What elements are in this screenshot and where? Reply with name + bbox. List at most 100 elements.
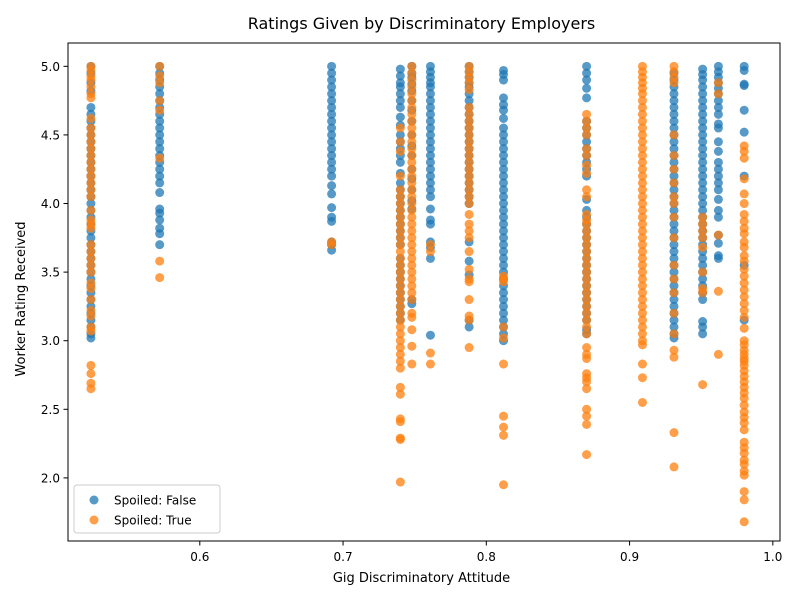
data-point-spoiled-true [407, 102, 417, 112]
data-point-spoiled-true [582, 295, 592, 305]
y-axis-label: Worker Rating Received [14, 221, 29, 376]
data-point-spoiled-true [464, 137, 474, 147]
x-tick-label: 0.7 [334, 550, 353, 564]
data-point-spoiled-false [739, 81, 749, 91]
data-point-spoiled-true [86, 205, 96, 215]
data-point-spoiled-true [407, 253, 417, 263]
data-point-spoiled-false [669, 219, 679, 229]
data-point-spoiled-true [637, 308, 647, 318]
data-point-spoiled-true [637, 233, 647, 243]
data-point-spoiled-true [739, 323, 749, 333]
data-point-spoiled-true [739, 418, 749, 428]
data-point-spoiled-true [698, 212, 708, 222]
data-point-spoiled-true [464, 192, 474, 202]
data-point-spoiled-true [582, 168, 592, 178]
data-point-spoiled-false [499, 315, 509, 325]
data-point-spoiled-false [425, 330, 435, 340]
data-point-spoiled-true [86, 369, 96, 379]
data-point-spoiled-false [499, 144, 509, 154]
data-point-spoiled-true [395, 434, 405, 444]
data-point-spoiled-true [637, 89, 647, 99]
data-point-spoiled-true [407, 68, 417, 78]
data-point-spoiled-true [582, 109, 592, 119]
data-point-spoiled-false [327, 151, 337, 160]
data-point-spoiled-false [582, 61, 592, 71]
data-point-spoiled-false [698, 205, 708, 215]
data-point-spoiled-true [582, 160, 592, 170]
data-point-spoiled-true [464, 185, 474, 195]
data-point-spoiled-false [698, 322, 708, 332]
legend-label: Spoiled: False [114, 494, 196, 508]
data-point-spoiled-false [669, 144, 679, 154]
data-point-spoiled-true [637, 199, 647, 209]
data-point-spoiled-true [582, 233, 592, 243]
data-point-spoiled-true [739, 242, 749, 252]
data-point-spoiled-false [669, 137, 679, 147]
data-point-spoiled-true [407, 312, 417, 322]
data-point-spoiled-true [637, 130, 647, 140]
data-point-spoiled-false [499, 308, 509, 318]
data-point-spoiled-false [713, 212, 723, 222]
data-point-spoiled-true [637, 157, 647, 167]
data-point-spoiled-false [395, 89, 405, 99]
data-point-spoiled-false [425, 82, 435, 92]
data-point-spoiled-false [499, 199, 509, 209]
data-point-spoiled-false [713, 238, 723, 248]
data-point-spoiled-false [499, 185, 509, 195]
data-point-spoiled-false [499, 260, 509, 270]
data-point-spoiled-false [395, 71, 405, 81]
data-point-spoiled-true [86, 113, 96, 123]
data-point-spoiled-true [407, 226, 417, 236]
data-point-spoiled-true [669, 352, 679, 362]
data-point-spoiled-true [86, 247, 96, 257]
data-point-spoiled-false [713, 146, 723, 156]
y-tick-label: 5.0 [41, 60, 60, 74]
data-point-spoiled-false [499, 113, 509, 123]
data-point-spoiled-false [499, 192, 509, 202]
data-point-spoiled-true [713, 286, 723, 296]
data-point-spoiled-true [637, 315, 647, 325]
data-point-spoiled-true [637, 281, 647, 291]
data-point-spoiled-true [669, 288, 679, 298]
data-point-spoiled-false [698, 96, 708, 106]
data-point-spoiled-false [698, 295, 708, 305]
data-point-spoiled-true [739, 425, 749, 435]
data-point-spoiled-true [407, 96, 417, 106]
data-point-spoiled-true [582, 116, 592, 126]
data-point-spoiled-true [86, 178, 96, 188]
data-point-spoiled-false [713, 96, 723, 106]
data-point-spoiled-true [637, 137, 647, 147]
data-point-spoiled-true [669, 233, 679, 243]
data-point-spoiled-true [407, 199, 417, 209]
data-point-spoiled-false [698, 82, 708, 92]
data-point-spoiled-false [499, 205, 509, 215]
data-point-spoiled-true [464, 78, 474, 88]
data-point-spoiled-true [698, 267, 708, 277]
data-point-spoiled-true [739, 229, 749, 239]
data-point-spoiled-false [698, 75, 708, 85]
data-point-spoiled-true [464, 264, 474, 274]
data-point-spoiled-true [155, 96, 165, 106]
data-point-spoiled-false [713, 253, 723, 263]
data-point-spoiled-false [155, 137, 165, 147]
data-point-spoiled-false [739, 105, 749, 115]
data-point-spoiled-true [637, 226, 647, 236]
data-point-spoiled-true [582, 123, 592, 133]
data-point-spoiled-false [582, 137, 592, 147]
data-point-spoiled-false [327, 144, 337, 154]
data-point-spoiled-true [395, 226, 405, 236]
data-point-spoiled-true [582, 226, 592, 236]
data-point-spoiled-false [395, 102, 405, 112]
data-point-spoiled-true [582, 288, 592, 298]
data-point-spoiled-false [713, 171, 723, 181]
data-point-spoiled-true [407, 295, 417, 305]
data-point-spoiled-true [407, 288, 417, 298]
data-point-spoiled-true [464, 144, 474, 154]
data-point-spoiled-true [407, 82, 417, 92]
data-point-spoiled-false [499, 105, 509, 115]
data-point-spoiled-true [713, 349, 723, 359]
data-point-spoiled-false [425, 171, 435, 181]
data-point-spoiled-true [395, 123, 405, 133]
data-point-spoiled-true [669, 308, 679, 318]
data-point-spoiled-true [499, 422, 509, 432]
